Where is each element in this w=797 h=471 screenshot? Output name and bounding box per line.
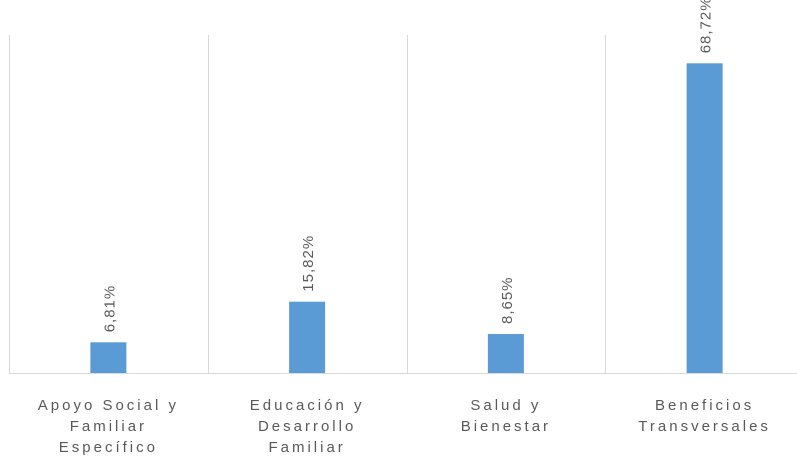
- category-label-line: Apoyo Social y: [38, 397, 179, 414]
- category-label-line: Familiar: [70, 418, 147, 435]
- category-label-line: Educación y: [250, 397, 365, 414]
- data-label: 15,82%: [300, 235, 317, 292]
- bars-layer: [90, 63, 723, 373]
- category-label-line: Salud y: [470, 397, 541, 414]
- data-label: 68,72%: [698, 0, 715, 53]
- category-labels-layer: Apoyo Social y Familiar Específico Educació…: [38, 397, 771, 456]
- bar: [90, 342, 127, 373]
- data-labels-layer: 6,81% 15,82% 8,65% 68,72%: [101, 0, 714, 332]
- category-label-line: Desarrollo: [258, 418, 356, 435]
- category-label: Salud y Bienestar: [461, 397, 551, 435]
- category-label: Beneficios Transversales: [638, 397, 771, 435]
- category-label-line: Específico: [59, 439, 158, 456]
- data-label: 6,81%: [101, 285, 118, 333]
- grid-layer: [9, 35, 797, 374]
- bar: [686, 63, 723, 373]
- category-label: Educación y Desarrollo Familiar: [250, 397, 365, 456]
- category-label-line: Bienestar: [461, 418, 551, 435]
- category-label-line: Familiar: [268, 439, 345, 456]
- category-label-line: Transversales: [638, 418, 771, 435]
- category-label-line: Beneficios: [655, 397, 754, 414]
- bar: [487, 334, 524, 373]
- category-label: Apoyo Social y Familiar Específico: [38, 397, 179, 456]
- data-label: 8,65%: [499, 276, 516, 324]
- bar: [289, 301, 326, 373]
